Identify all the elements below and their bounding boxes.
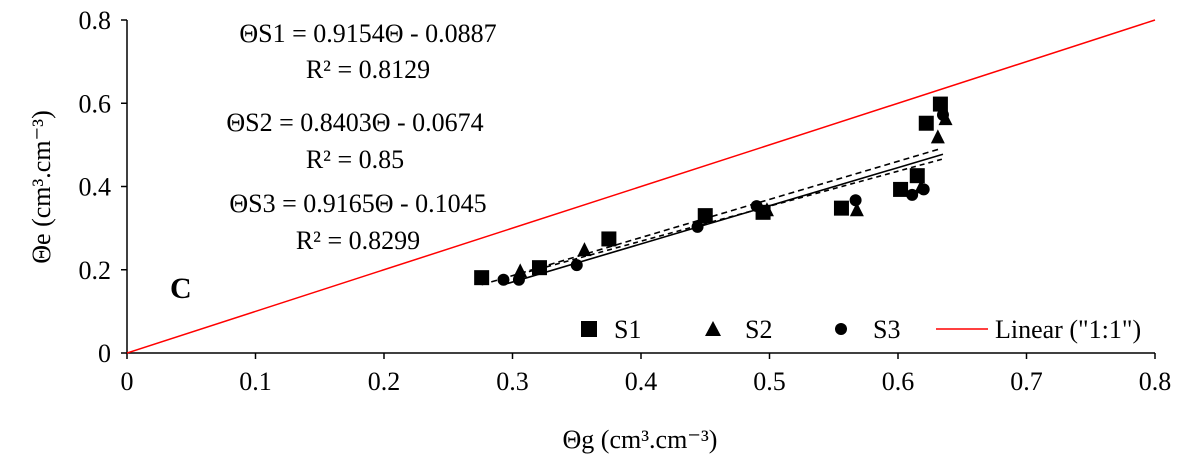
s3-point [691, 220, 704, 233]
r2-s3: R² = 0.8299 [296, 226, 420, 255]
x-tick-label: 0.7 [1010, 367, 1043, 396]
s2-point [513, 263, 528, 278]
s3-point [849, 194, 862, 207]
linear-1-1-line [126, 19, 1156, 354]
s1-point [531, 260, 547, 276]
s1-point [909, 168, 925, 184]
s2-point [930, 129, 945, 144]
s2-point [849, 202, 864, 217]
s3-point [936, 108, 949, 121]
equation-s3: ΘS3 = 0.9165Θ - 0.1045 [229, 189, 486, 218]
s3-point [512, 273, 525, 286]
s3-point [497, 273, 510, 286]
s2-point [759, 202, 774, 217]
legend-label-s2: S2 [745, 315, 772, 344]
legend: S1 S2 S3 Linear ("1:1") [581, 315, 1141, 344]
trendline-s3 [503, 153, 944, 286]
s1-point [918, 115, 934, 131]
s1-point [932, 96, 948, 112]
reference-line [126, 19, 1156, 354]
s2-point [577, 242, 592, 257]
y-tick-label: 0.2 [79, 256, 112, 285]
x-tick-label: 0 [121, 367, 134, 396]
equation-s1: ΘS1 = 0.9154Θ - 0.0887 [239, 19, 496, 48]
x-tick-label: 0.5 [753, 367, 786, 396]
x-tick-label: 0.1 [239, 367, 272, 396]
s3-point [570, 259, 583, 272]
x-axis-title: Θg (cm³.cm⁻³) [563, 425, 718, 454]
data-points [474, 96, 953, 286]
trendlines [481, 147, 946, 286]
s3-point [906, 188, 919, 201]
legend-marker-s2 [705, 321, 721, 336]
s3-point [750, 200, 763, 213]
y-axis-ticks: 0 0.2 0.4 0.6 0.8 [79, 6, 127, 368]
s1-point [474, 270, 490, 286]
legend-marker-s1 [581, 321, 597, 337]
s1-point [601, 231, 617, 247]
x-tick-label: 0.2 [368, 367, 401, 396]
r2-s2: R² = 0.85 [306, 145, 404, 174]
legend-label-s1: S1 [614, 315, 641, 344]
x-tick-label: 0.3 [496, 367, 529, 396]
x-tick-label: 0.4 [625, 367, 658, 396]
s1-point [833, 200, 849, 216]
x-axis-ticks: 0 0.1 0.2 0.3 0.4 0.5 0.6 0.7 0.8 [121, 353, 1172, 396]
y-tick-label: 0.8 [79, 6, 112, 35]
y-tick-label: 0 [98, 339, 111, 368]
x-tick-label: 0.8 [1139, 367, 1172, 396]
y-axis-title: Θe (cm³.cm⁻³) [27, 110, 56, 263]
s1-point [893, 181, 909, 197]
r2-s1: R² = 0.8129 [306, 55, 430, 84]
legend-label-s3: S3 [873, 315, 900, 344]
y-tick-label: 0.4 [79, 173, 112, 202]
legend-marker-s3 [835, 323, 847, 335]
equation-s2: ΘS2 = 0.8403Θ - 0.0674 [226, 108, 483, 137]
s1-point [697, 208, 713, 224]
s3-point [917, 183, 930, 196]
legend-label-linear: Linear ("1:1") [995, 315, 1141, 344]
y-tick-label: 0.6 [79, 89, 112, 118]
x-tick-label: 0.6 [882, 367, 915, 396]
panel-label: C [170, 272, 192, 305]
